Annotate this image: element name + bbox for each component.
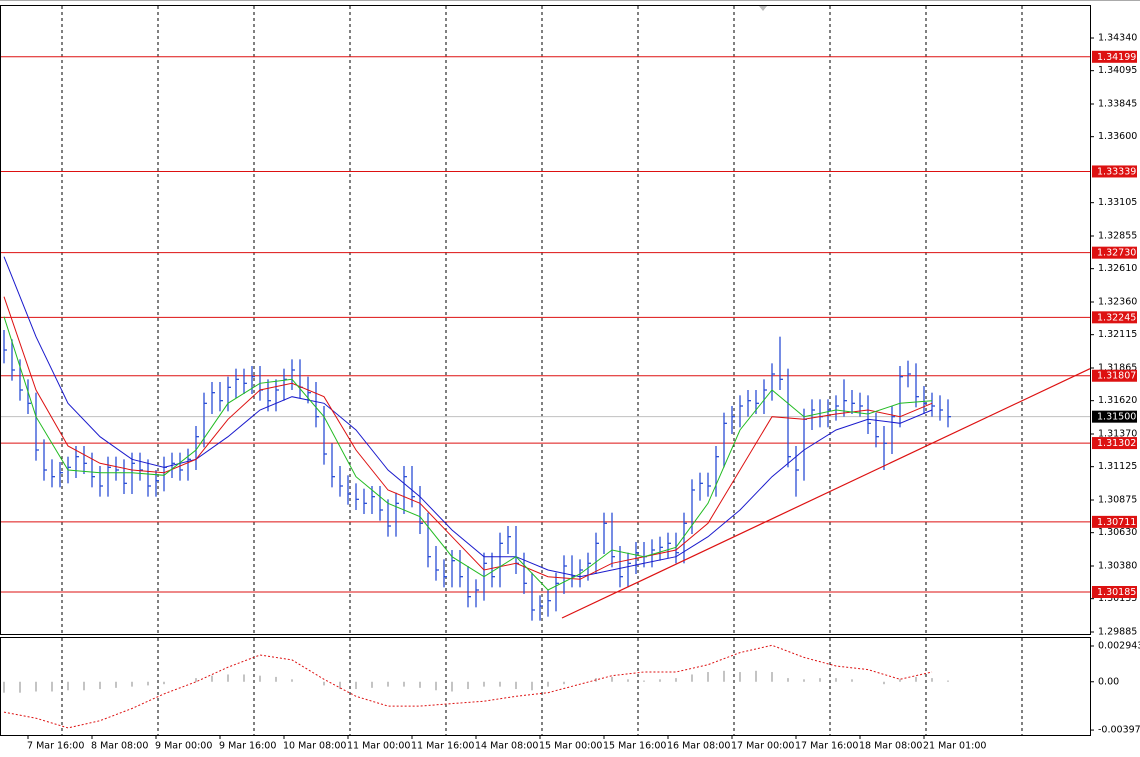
level-label-box bbox=[1092, 369, 1137, 382]
y-tick-label: 1.32360 bbox=[1098, 297, 1137, 308]
price-frame bbox=[0, 5, 1091, 635]
moving-average bbox=[3, 296, 933, 580]
y-tick-label: 1.33105 bbox=[1098, 197, 1137, 208]
y-tick-label: 1.34095 bbox=[1098, 65, 1137, 76]
macd-panel bbox=[3, 644, 949, 729]
y-tick-label: -0.003973 bbox=[1098, 725, 1140, 736]
y-tick-label: 1.32610 bbox=[1098, 263, 1137, 274]
x-tick-label: 11 Mar 00:00 bbox=[347, 741, 410, 752]
level-label: 1.31807 bbox=[1097, 371, 1136, 382]
y-tick-label: 1.32115 bbox=[1098, 329, 1137, 340]
level-label-box bbox=[1092, 246, 1137, 259]
level-label-box bbox=[1092, 50, 1137, 63]
trend-line bbox=[561, 368, 1091, 619]
macd-frame bbox=[0, 637, 1091, 736]
y-tick-label: 1.30380 bbox=[1098, 561, 1137, 572]
level-label: 1.34199 bbox=[1097, 52, 1136, 63]
moving-average bbox=[3, 316, 933, 591]
y-tick-label: 1.31125 bbox=[1098, 461, 1137, 472]
current-price-label: 1.31500 bbox=[1097, 412, 1136, 423]
y-tick-label: 1.32855 bbox=[1098, 231, 1137, 242]
axes: 1.34340 1.34095 1.33845 1.33600 1.33105 1.328… bbox=[27, 33, 1140, 752]
x-tick-label: 14 Mar 08:00 bbox=[475, 741, 538, 752]
level-label-box bbox=[1092, 165, 1137, 178]
signal-line bbox=[3, 644, 933, 729]
x-tick-label: 9 Mar 16:00 bbox=[219, 741, 276, 752]
moving-average bbox=[3, 256, 933, 578]
level-label: 1.32730 bbox=[1097, 248, 1136, 259]
level-label-box bbox=[1092, 437, 1137, 450]
y-tick-label: 1.30630 bbox=[1098, 527, 1137, 538]
level-label: 1.33339 bbox=[1097, 166, 1136, 177]
x-tick-label: 17 Mar 00:00 bbox=[731, 741, 794, 752]
y-tick-label: 1.30875 bbox=[1098, 495, 1137, 506]
y-tick-label: 1.33845 bbox=[1098, 99, 1137, 110]
x-tick-label: 8 Mar 08:00 bbox=[91, 741, 148, 752]
level-label: 1.31302 bbox=[1097, 438, 1136, 449]
y-tick-label: 0.00 bbox=[1098, 676, 1119, 687]
y-tick-label: 1.29885 bbox=[1098, 627, 1137, 638]
level-label-box bbox=[1092, 586, 1137, 598]
x-tick-label: 9 Mar 00:00 bbox=[155, 741, 212, 752]
level-label-box bbox=[1092, 311, 1137, 324]
x-tick-label: 15 Mar 16:00 bbox=[603, 741, 666, 752]
y-tick-label: 1.33600 bbox=[1098, 131, 1137, 142]
y-tick-label: 1.34340 bbox=[1098, 33, 1137, 44]
level-label: 1.32245 bbox=[1097, 312, 1136, 323]
level-label-box bbox=[1092, 515, 1137, 528]
y-tick-label: 1.30135 bbox=[1098, 593, 1137, 604]
current-price-box bbox=[1092, 410, 1137, 423]
price-panel bbox=[0, 6, 1091, 735]
shift-marker bbox=[759, 6, 767, 11]
x-tick-label: 7 Mar 16:00 bbox=[27, 741, 84, 752]
y-tick-label: 0.002943 bbox=[1098, 640, 1140, 651]
y-tick-label: 1.31370 bbox=[1098, 429, 1137, 440]
x-tick-label: 10 Mar 08:00 bbox=[283, 741, 346, 752]
level-label: 1.30185 bbox=[1097, 587, 1136, 598]
x-tick-label: 21 Mar 01:00 bbox=[923, 741, 986, 752]
y-tick-label: 1.31865 bbox=[1098, 363, 1137, 374]
x-tick-label: 18 Mar 08:00 bbox=[859, 741, 922, 752]
level-label: 1.30711 bbox=[1097, 517, 1136, 528]
x-tick-label: 17 Mar 16:00 bbox=[795, 741, 858, 752]
x-tick-label: 16 Mar 08:00 bbox=[667, 741, 730, 752]
y-tick-label: 1.31620 bbox=[1098, 395, 1137, 406]
x-tick-label: 11 Mar 16:00 bbox=[411, 741, 474, 752]
x-tick-label: 15 Mar 00:00 bbox=[539, 741, 602, 752]
